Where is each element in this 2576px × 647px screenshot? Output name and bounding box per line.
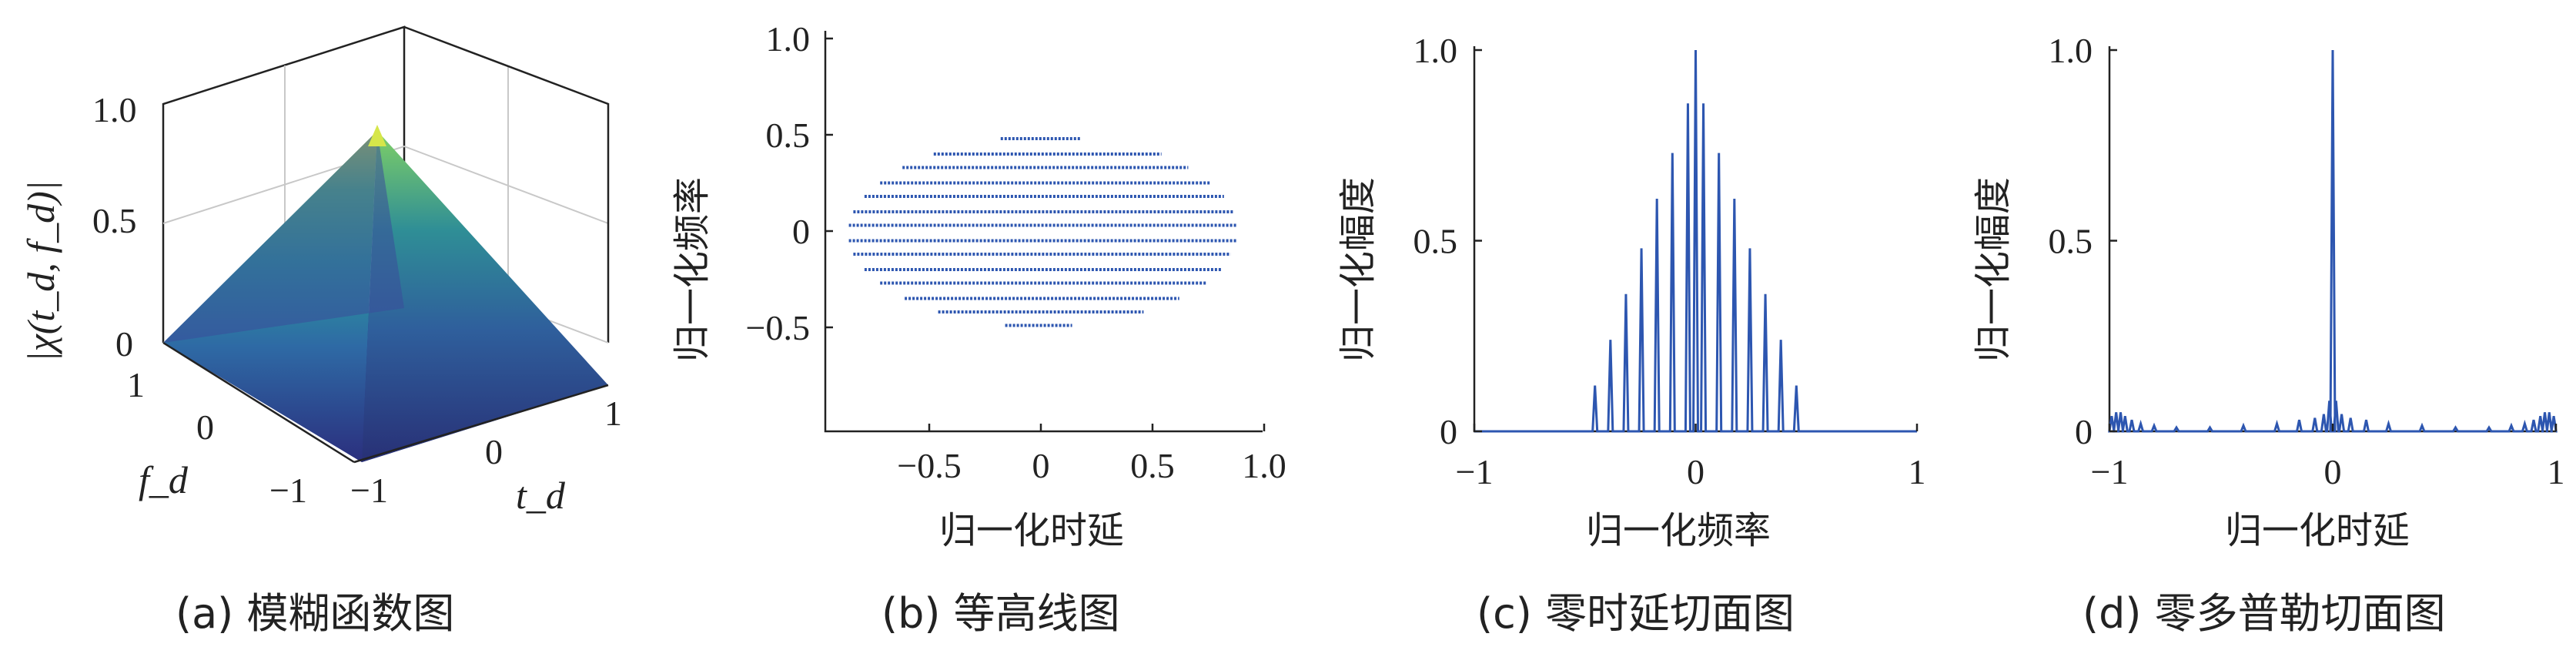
series-line xyxy=(1474,49,1917,433)
y-tick-label: 0 xyxy=(2075,412,2093,451)
caption-b: (b) 等高线图 xyxy=(882,589,1120,638)
td-axis-label: t_d xyxy=(516,474,566,517)
panel-b-ylabel: 归一化频率 xyxy=(671,177,714,362)
contour-lines xyxy=(848,137,1238,327)
x-tick-label: 1.0 xyxy=(1242,446,1286,485)
panel-c-xlabel: 归一化频率 xyxy=(1586,509,1771,552)
x-tick-label: 1 xyxy=(1909,452,1926,491)
x-ticks: −0.5 0 0.5 1.0 xyxy=(897,424,1286,485)
panel-c-zero-delay-cut: −1 0 1 1.00.50 归一化幅度 归一化频率 (c) 零时延切面图 xyxy=(1337,31,1926,638)
fd-tick-2: −1 xyxy=(269,471,307,510)
caption-c: (c) 零时延切面图 xyxy=(1477,589,1795,638)
box-back-right-edge xyxy=(403,25,610,343)
x-tick-label: 0 xyxy=(1687,452,1705,491)
box-grid-back-1 xyxy=(162,145,609,224)
panel-a-surface-3d: 0 0.5 1.0 1 0 −1 −1 0 1 |χ(t_d, f_d)| f_… xyxy=(19,25,622,638)
x-tick-label: 0.5 xyxy=(1130,446,1175,485)
panel-d-ylabel: 归一化幅度 xyxy=(1972,177,2015,362)
surface-back-face xyxy=(163,131,404,343)
x-tick-label: 0 xyxy=(2324,452,2342,491)
x-tick-label: 0 xyxy=(1032,446,1050,485)
y-tick-label: −0.5 xyxy=(746,308,810,347)
caption-a: (a) 模糊函数图 xyxy=(176,589,454,638)
surface-right-face xyxy=(362,131,608,462)
surface-peak-highlight xyxy=(368,125,386,146)
y-tick-label: 1.0 xyxy=(766,19,811,59)
y-tick-label: 1.0 xyxy=(2049,31,2093,70)
y-tick-label: 0 xyxy=(792,212,810,251)
y-tick-label: 0.5 xyxy=(1413,222,1458,261)
y-ticks: 1.0 0.5 0 xyxy=(1413,31,1482,451)
x-tick-label: 1 xyxy=(2548,452,2565,491)
td-tick-2: 1 xyxy=(604,394,622,433)
panel-b-contour: −0.5 0 0.5 1.0 1.0 0.5 0 −0.5 归一化频率 归一化时延 (b) … xyxy=(671,19,1286,638)
y-ticks: 1.0 0.5 0 xyxy=(2049,31,2117,451)
x-tick-label: −0.5 xyxy=(897,446,961,485)
panel-b-xlabel: 归一化时延 xyxy=(939,509,1124,552)
axis-td xyxy=(353,384,609,464)
fd-tick-1: 0 xyxy=(196,407,214,447)
panel-b-axes-frame xyxy=(824,31,1263,433)
x-ticks: −1 0 1 xyxy=(2091,424,2565,491)
panel-d-xlabel: 归一化时延 xyxy=(2225,509,2410,552)
caption-d: (d) 零多普勒切面图 xyxy=(2083,589,2446,638)
fd-tick-0: 1 xyxy=(127,365,145,404)
z-tick-0: 0 xyxy=(115,324,133,364)
fd-axis-label: f_d xyxy=(139,458,189,501)
z-axis-label: |χ(t_d, f_d)| xyxy=(19,180,62,362)
y-tick-label: 1.0 xyxy=(1413,31,1458,70)
td-tick-0: −1 xyxy=(350,471,388,510)
z-tick-1: 0.5 xyxy=(92,201,137,240)
y-tick-label: 0.5 xyxy=(766,116,811,155)
axis-fd xyxy=(162,341,355,464)
y-ticks: 1.0 0.5 0 −0.5 xyxy=(746,19,833,347)
z-tick-2: 1.0 xyxy=(92,90,137,129)
td-tick-1: 0 xyxy=(485,432,503,471)
y-tick-label: 0.5 xyxy=(2049,222,2093,261)
series-line xyxy=(2108,49,2558,433)
y-tick-label: 0 xyxy=(1440,412,1457,451)
panel-c-ylabel: 归一化幅度 xyxy=(1337,177,1380,362)
x-ticks: −1 0 1 xyxy=(1456,424,1926,491)
x-tick-label: −1 xyxy=(2091,452,2129,491)
x-tick-label: −1 xyxy=(1456,452,1494,491)
panel-d-zero-doppler-cut: −1 0 1 1.00.50 归一化幅度 归一化时延 (d) 零多普勒切面图 xyxy=(1972,31,2565,638)
